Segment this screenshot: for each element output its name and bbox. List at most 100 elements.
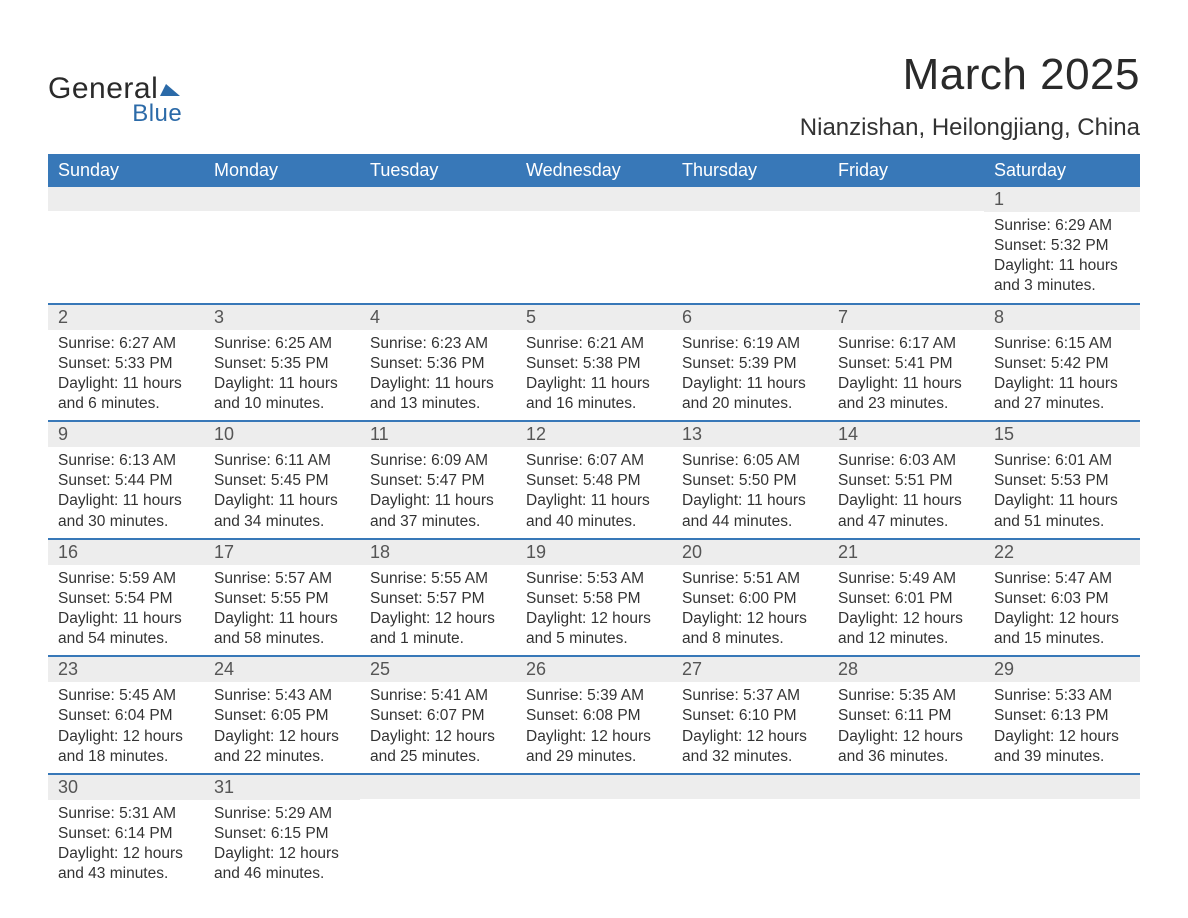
calendar-cell: 4Sunrise: 6:23 AMSunset: 5:36 PMDaylight…	[360, 304, 516, 422]
day-number: 23	[48, 657, 204, 682]
day-line: Daylight: 12 hours	[838, 609, 974, 629]
day-line: Daylight: 11 hours	[370, 491, 506, 511]
day-line: Daylight: 11 hours	[526, 374, 662, 394]
calendar-cell	[828, 187, 984, 304]
day-line: and 1 minute.	[370, 629, 506, 649]
day-line: Sunset: 5:50 PM	[682, 471, 818, 491]
day-body: Sunrise: 6:19 AMSunset: 5:39 PMDaylight:…	[672, 330, 828, 421]
calendar-cell: 15Sunrise: 6:01 AMSunset: 5:53 PMDayligh…	[984, 421, 1140, 539]
col-friday: Friday	[828, 154, 984, 187]
day-line: and 39 minutes.	[994, 747, 1130, 767]
day-line: Daylight: 11 hours	[58, 491, 194, 511]
day-number: 24	[204, 657, 360, 682]
calendar-week: 9Sunrise: 6:13 AMSunset: 5:44 PMDaylight…	[48, 421, 1140, 539]
day-body: Sunrise: 5:53 AMSunset: 5:58 PMDaylight:…	[516, 565, 672, 656]
col-tuesday: Tuesday	[360, 154, 516, 187]
day-line: and 46 minutes.	[214, 864, 350, 884]
day-number: 8	[984, 305, 1140, 330]
day-number: 2	[48, 305, 204, 330]
day-body	[828, 211, 984, 295]
logo-word-blue: Blue	[48, 102, 182, 126]
day-line: and 29 minutes.	[526, 747, 662, 767]
day-body	[984, 799, 1140, 883]
day-number: 17	[204, 540, 360, 565]
day-line: Daylight: 11 hours	[682, 374, 818, 394]
day-number: 10	[204, 422, 360, 447]
day-line: Sunrise: 6:09 AM	[370, 451, 506, 471]
day-line: and 37 minutes.	[370, 512, 506, 532]
calendar-cell: 11Sunrise: 6:09 AMSunset: 5:47 PMDayligh…	[360, 421, 516, 539]
day-number: 6	[672, 305, 828, 330]
day-line: Sunrise: 6:29 AM	[994, 216, 1130, 236]
day-body: Sunrise: 6:25 AMSunset: 5:35 PMDaylight:…	[204, 330, 360, 421]
day-line: Daylight: 12 hours	[58, 727, 194, 747]
col-saturday: Saturday	[984, 154, 1140, 187]
day-line: Sunset: 5:45 PM	[214, 471, 350, 491]
day-line: Sunrise: 6:25 AM	[214, 334, 350, 354]
day-line: Sunrise: 5:59 AM	[58, 569, 194, 589]
day-line: Sunset: 5:33 PM	[58, 354, 194, 374]
day-number: 16	[48, 540, 204, 565]
day-line: Sunset: 6:15 PM	[214, 824, 350, 844]
calendar-cell: 10Sunrise: 6:11 AMSunset: 5:45 PMDayligh…	[204, 421, 360, 539]
day-line: Sunset: 5:51 PM	[838, 471, 974, 491]
day-line: Sunrise: 5:31 AM	[58, 804, 194, 824]
day-line: Sunrise: 5:43 AM	[214, 686, 350, 706]
day-line: and 23 minutes.	[838, 394, 974, 414]
calendar-cell: 29Sunrise: 5:33 AMSunset: 6:13 PMDayligh…	[984, 656, 1140, 774]
day-number: 20	[672, 540, 828, 565]
day-line: Daylight: 12 hours	[370, 727, 506, 747]
day-number: 7	[828, 305, 984, 330]
day-line: Sunset: 6:14 PM	[58, 824, 194, 844]
day-line: and 6 minutes.	[58, 394, 194, 414]
day-line: Sunrise: 5:29 AM	[214, 804, 350, 824]
day-line: Sunrise: 6:05 AM	[682, 451, 818, 471]
day-line: Sunset: 5:41 PM	[838, 354, 974, 374]
day-line: and 8 minutes.	[682, 629, 818, 649]
day-line: Sunset: 6:01 PM	[838, 589, 974, 609]
calendar-table: Sunday Monday Tuesday Wednesday Thursday…	[48, 154, 1140, 890]
day-body: Sunrise: 5:57 AMSunset: 5:55 PMDaylight:…	[204, 565, 360, 656]
day-line: Sunrise: 5:33 AM	[994, 686, 1130, 706]
calendar-cell: 18Sunrise: 5:55 AMSunset: 5:57 PMDayligh…	[360, 539, 516, 657]
day-number: 1	[984, 187, 1140, 212]
day-number	[516, 775, 672, 799]
day-line: Sunset: 5:53 PM	[994, 471, 1130, 491]
day-line: Sunset: 5:36 PM	[370, 354, 506, 374]
day-body: Sunrise: 5:39 AMSunset: 6:08 PMDaylight:…	[516, 682, 672, 773]
day-body: Sunrise: 6:11 AMSunset: 5:45 PMDaylight:…	[204, 447, 360, 538]
day-line: and 36 minutes.	[838, 747, 974, 767]
day-line: Sunset: 6:07 PM	[370, 706, 506, 726]
calendar-cell	[360, 774, 516, 891]
day-number: 14	[828, 422, 984, 447]
day-number	[204, 187, 360, 211]
day-line: Sunset: 6:04 PM	[58, 706, 194, 726]
day-line: and 30 minutes.	[58, 512, 194, 532]
day-body: Sunrise: 5:49 AMSunset: 6:01 PMDaylight:…	[828, 565, 984, 656]
day-body: Sunrise: 5:37 AMSunset: 6:10 PMDaylight:…	[672, 682, 828, 773]
day-line: Daylight: 12 hours	[214, 727, 350, 747]
calendar-week: 30Sunrise: 5:31 AMSunset: 6:14 PMDayligh…	[48, 774, 1140, 891]
day-number: 27	[672, 657, 828, 682]
day-line: and 13 minutes.	[370, 394, 506, 414]
day-body: Sunrise: 6:03 AMSunset: 5:51 PMDaylight:…	[828, 447, 984, 538]
day-line: Sunrise: 6:11 AM	[214, 451, 350, 471]
calendar-cell: 2Sunrise: 6:27 AMSunset: 5:33 PMDaylight…	[48, 304, 204, 422]
day-body: Sunrise: 5:51 AMSunset: 6:00 PMDaylight:…	[672, 565, 828, 656]
title-block: March 2025 Nianzishan, Heilongjiang, Chi…	[800, 50, 1140, 142]
day-line: Daylight: 12 hours	[58, 844, 194, 864]
day-line: and 18 minutes.	[58, 747, 194, 767]
month-title: March 2025	[800, 50, 1140, 100]
calendar-cell: 31Sunrise: 5:29 AMSunset: 6:15 PMDayligh…	[204, 774, 360, 891]
day-number	[672, 775, 828, 799]
calendar-cell: 19Sunrise: 5:53 AMSunset: 5:58 PMDayligh…	[516, 539, 672, 657]
calendar-cell	[984, 774, 1140, 891]
day-line: and 40 minutes.	[526, 512, 662, 532]
col-sunday: Sunday	[48, 154, 204, 187]
logo-text: General Blue	[48, 74, 186, 126]
calendar-cell: 24Sunrise: 5:43 AMSunset: 6:05 PMDayligh…	[204, 656, 360, 774]
day-line: Sunset: 5:42 PM	[994, 354, 1130, 374]
day-line: Sunset: 5:38 PM	[526, 354, 662, 374]
day-line: and 5 minutes.	[526, 629, 662, 649]
day-line: Daylight: 11 hours	[526, 491, 662, 511]
